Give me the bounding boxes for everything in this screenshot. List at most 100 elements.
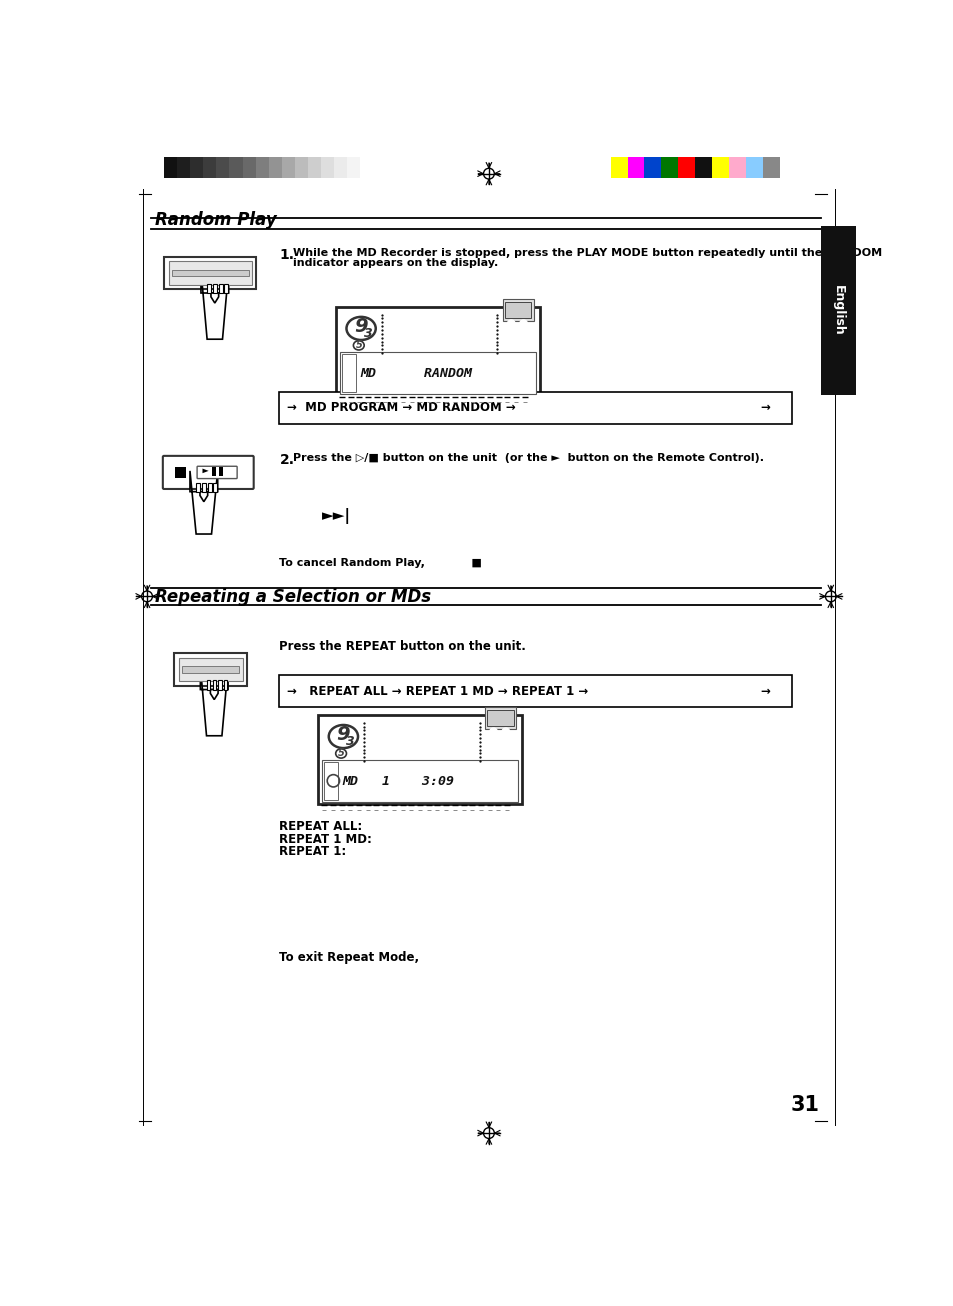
Bar [660, 157, 678, 179]
Text: While the MD Recorder is stopped, press the PLAY MODE button repeatedly until th: While the MD Recorder is stopped, press … [293, 248, 882, 257]
Bar [712, 157, 728, 179]
Text: To exit Repeat Mode,: To exit Repeat Mode, [279, 951, 419, 964]
Text: Press the ▷/■ button on the unit  (or the ►  button on the Remote Control).: Press the ▷/■ button on the unit (or the… [293, 453, 763, 464]
Bar [504, 302, 531, 317]
Text: ►►|: ►►| [321, 508, 351, 524]
Bar [218, 680, 222, 690]
Polygon shape [211, 690, 218, 700]
Bar [203, 157, 216, 179]
Bar [321, 157, 334, 179]
Bar [341, 354, 355, 392]
Circle shape [519, 320, 527, 328]
Bar [281, 157, 294, 179]
Bar [206, 680, 211, 690]
Bar [213, 468, 216, 477]
Bar [181, 666, 239, 673]
Bar [213, 483, 217, 491]
Text: →: → [760, 684, 770, 697]
Bar [223, 680, 227, 690]
Bar [190, 157, 203, 179]
Text: Random Play: Random Play [154, 210, 276, 229]
Circle shape [501, 727, 509, 735]
Bar [279, 675, 791, 708]
Bar [269, 157, 281, 179]
Polygon shape [201, 270, 229, 340]
Bar [279, 392, 791, 424]
Bar [177, 157, 190, 179]
Bar [164, 157, 177, 179]
Bar [644, 157, 660, 179]
Text: 5: 5 [337, 748, 344, 757]
Bar [164, 257, 256, 289]
Text: →: → [760, 401, 770, 414]
Bar [172, 270, 249, 276]
Bar [213, 680, 216, 690]
FancyBboxPatch shape [197, 466, 237, 478]
Ellipse shape [353, 341, 364, 350]
Bar [695, 157, 712, 179]
Bar [216, 157, 229, 179]
Polygon shape [211, 293, 218, 303]
Bar [762, 157, 780, 179]
Text: To cancel Random Play,            ■: To cancel Random Play, ■ [279, 558, 482, 568]
Text: 5: 5 [355, 340, 362, 350]
Bar [321, 760, 517, 802]
Bar [218, 468, 222, 477]
Bar [218, 283, 222, 293]
Text: 3: 3 [363, 328, 372, 341]
Bar [820, 226, 856, 396]
Text: →  MD PROGRAM → MD RANDOM →: → MD PROGRAM → MD RANDOM → [287, 401, 516, 414]
Bar [678, 157, 695, 179]
Bar [745, 157, 762, 179]
Polygon shape [190, 471, 217, 534]
Bar [317, 714, 521, 803]
Ellipse shape [329, 725, 357, 748]
Text: REPEAT ALL:: REPEAT ALL: [279, 820, 362, 833]
Bar [324, 761, 337, 799]
Bar [178, 658, 242, 682]
Bar [202, 483, 206, 491]
Text: Press the REPEAT button on the unit.: Press the REPEAT button on the unit. [279, 640, 526, 653]
Bar [224, 283, 228, 293]
Bar [335, 307, 539, 396]
Polygon shape [202, 469, 209, 473]
Ellipse shape [346, 317, 375, 340]
FancyBboxPatch shape [163, 456, 253, 488]
Bar [229, 157, 242, 179]
Bar [484, 708, 516, 729]
Bar [213, 283, 216, 293]
Bar [208, 483, 212, 491]
Bar [207, 283, 211, 293]
Bar [627, 157, 644, 179]
Text: 9: 9 [336, 725, 350, 743]
Text: indicator appears on the display.: indicator appears on the display. [293, 259, 498, 268]
Polygon shape [200, 491, 208, 502]
Bar [347, 157, 360, 179]
Text: 1.: 1. [279, 248, 294, 261]
Bar [294, 157, 308, 179]
Bar [242, 157, 255, 179]
Bar [174, 468, 185, 478]
Bar [728, 157, 745, 179]
Bar [169, 261, 252, 285]
Bar [255, 157, 269, 179]
Bar [196, 483, 200, 491]
Bar [502, 299, 533, 321]
Text: →   REPEAT ALL → REPEAT 1 MD → REPEAT 1 →: → REPEAT ALL → REPEAT 1 MD → REPEAT 1 → [287, 684, 588, 697]
Text: REPEAT 1 MD:: REPEAT 1 MD: [279, 833, 372, 846]
Bar [173, 653, 247, 686]
Bar [339, 351, 536, 394]
Text: 9: 9 [354, 316, 368, 336]
Circle shape [489, 727, 497, 735]
Text: MD      RANDOM: MD RANDOM [360, 367, 472, 380]
Text: REPEAT 1:: REPEAT 1: [279, 845, 346, 858]
Text: 3: 3 [346, 735, 355, 748]
Bar [610, 157, 627, 179]
Polygon shape [200, 666, 228, 735]
Text: MD   1    3:09: MD 1 3:09 [342, 774, 455, 788]
Text: 2.: 2. [279, 453, 294, 468]
Circle shape [507, 320, 515, 328]
Bar [487, 710, 513, 726]
Text: Repeating a Selection or MDs: Repeating a Selection or MDs [154, 588, 431, 606]
Text: 31: 31 [790, 1096, 819, 1115]
